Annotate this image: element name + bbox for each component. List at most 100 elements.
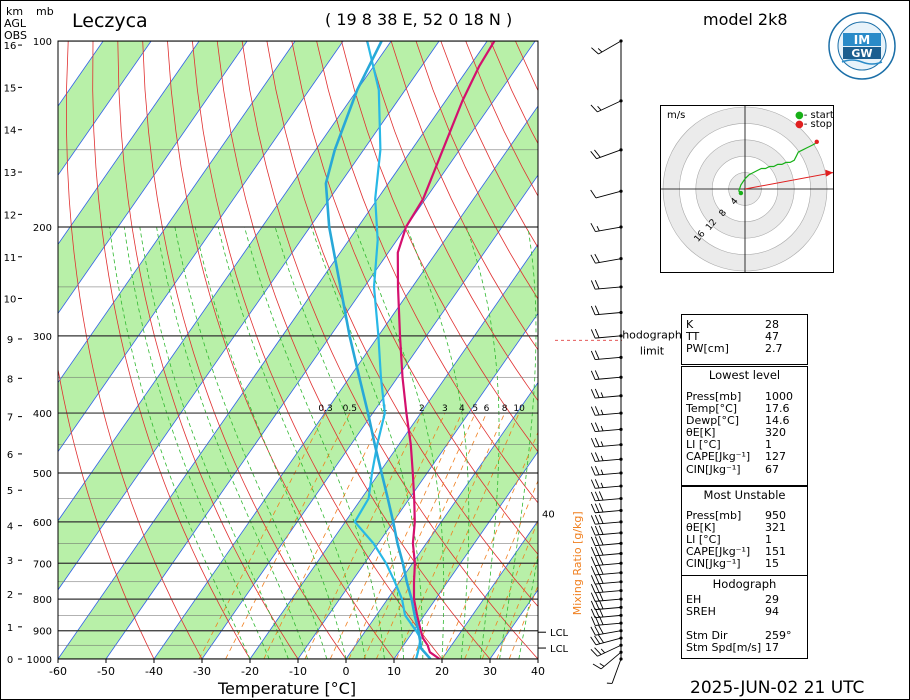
wind-barb-half-flag <box>599 663 605 667</box>
wind-barb-flag <box>594 556 600 566</box>
wind-barb <box>597 100 622 113</box>
isotherm-line <box>345 381 538 659</box>
row-label: Stm Dir <box>686 629 728 643</box>
row-value: 1 <box>765 533 772 547</box>
mixing-ratio-label: 8 <box>502 404 508 414</box>
mixing-ratio-label: 5 <box>472 404 478 414</box>
wind-barb-flag <box>598 555 604 566</box>
valid-datetime: 2025-JUN-02 21 UTC <box>690 678 865 698</box>
wind-barb <box>595 428 622 433</box>
row-value: 15 <box>765 557 779 571</box>
mixing-ratio-line <box>198 412 326 659</box>
height-tick-label: 9 <box>7 335 13 346</box>
legend-stop-label: - stop <box>803 119 833 130</box>
row-value: 17.6 <box>765 402 790 416</box>
wind-barb-flag <box>594 350 600 360</box>
hodograph-params-table: Hodograph EH 29 SREH 94 Stm Dir 259° Stm Sp… <box>681 575 808 659</box>
table-title: Most Unstable <box>703 488 786 502</box>
pressure-tick-label: 900 <box>33 627 52 638</box>
wind-barb <box>595 286 622 290</box>
wind-barb-flag <box>598 525 604 535</box>
wind-barb-flag <box>590 189 597 199</box>
mb-axis-header: mb <box>36 5 54 18</box>
isotherm-line <box>105 41 536 659</box>
row-value: 950 <box>765 509 786 522</box>
wind-barb <box>595 572 622 576</box>
wind-barb-flag <box>590 422 596 432</box>
wind-barb <box>595 542 622 547</box>
table-row: Press[mb] 950 <box>682 509 807 522</box>
wind-barb <box>595 458 622 462</box>
wind-barb-flag <box>594 465 600 476</box>
wind-barb-half-flag <box>600 392 604 398</box>
height-tick-label: 15 <box>4 83 17 94</box>
wind-barb-flag <box>594 647 602 655</box>
mixing-ratio-line <box>304 412 423 659</box>
hodograph-legend-start: ●- start <box>795 110 834 121</box>
wind-barb-dot <box>619 225 623 229</box>
wind-barb-flag <box>594 565 600 575</box>
wind-barb-flag <box>590 491 596 501</box>
x-tick-label: -40 <box>145 665 163 678</box>
wind-barb <box>595 485 622 489</box>
hodograph-limit-label: limit <box>640 344 665 357</box>
storm-motion-vector <box>744 172 834 190</box>
wind-barb <box>595 312 622 316</box>
mixing-ratio-label: 3 <box>442 404 448 414</box>
table-row: θE[K] 321 <box>682 521 807 534</box>
wind-barb-flag <box>594 370 600 380</box>
wind-barb-flag <box>590 370 596 380</box>
table-row: PW[cm] 2.7 <box>682 343 807 355</box>
wind-barb-flag <box>594 503 600 513</box>
table-row: CIN[Jkg⁻¹] 15 <box>682 558 807 570</box>
wind-barb-flag <box>598 591 604 601</box>
row-value: 259° <box>765 629 792 643</box>
table-row: TT 47 <box>682 330 807 343</box>
pressure-tick-label: 200 <box>33 223 52 234</box>
storm-motion-arrowhead <box>825 169 834 177</box>
isotherm-line <box>249 243 538 659</box>
x-tick-label: 40 <box>531 665 545 678</box>
wind-barb-flag <box>590 626 596 636</box>
lcl-label: LCL <box>550 628 569 639</box>
height-tick-label: 6 <box>7 450 13 461</box>
row-value: 67 <box>765 462 779 476</box>
wind-barb-flag <box>594 625 600 635</box>
wind-barb <box>598 40 622 55</box>
table-row: K 28 <box>682 318 807 331</box>
wind-barb-flag <box>590 329 596 339</box>
wind-barb-flag <box>594 546 600 556</box>
moist-adiabat <box>406 226 470 659</box>
row-value: 29 <box>765 593 779 606</box>
moist-adiabat <box>194 226 347 659</box>
wind-barb-flag <box>598 608 604 618</box>
row-value: 94 <box>765 605 779 619</box>
wind-barb-flag <box>594 328 600 338</box>
row-label: CAPE[Jkg⁻¹] <box>686 450 751 464</box>
isotherm-line <box>393 450 538 659</box>
row-label: Press[mb] <box>686 390 742 403</box>
moist-adiabat <box>499 226 537 659</box>
pressure-tick-label: 1000 <box>27 655 52 666</box>
table-row: Dewp[°C] 14.6 <box>682 415 807 427</box>
wind-barb-flag <box>594 253 600 263</box>
isotherm-line <box>201 174 538 659</box>
row-label: CIN[Jkg⁻¹] <box>686 557 741 571</box>
row-label: LI [°C] <box>686 533 721 547</box>
pressure-tick-label: 800 <box>33 595 52 606</box>
wind-barb-flag <box>594 422 600 432</box>
wind-barb <box>595 498 622 502</box>
moist-adiabat <box>354 226 445 659</box>
height-tick-label: 14 <box>4 126 17 137</box>
wind-barb-flag <box>590 222 596 232</box>
wind-barb-flag <box>598 503 604 513</box>
wind-barb-flag <box>594 491 600 501</box>
row-value: 127 <box>765 450 786 464</box>
mixing-ratio-label: 30 <box>589 404 601 414</box>
wind-barb <box>595 190 622 199</box>
legend-start-label: - start <box>803 110 834 121</box>
wind-barb-flag <box>590 616 596 626</box>
agl-axis-header: AGL <box>4 17 26 30</box>
wind-barb-flag <box>590 583 596 594</box>
table-row: θE[K] 320 <box>682 427 807 439</box>
